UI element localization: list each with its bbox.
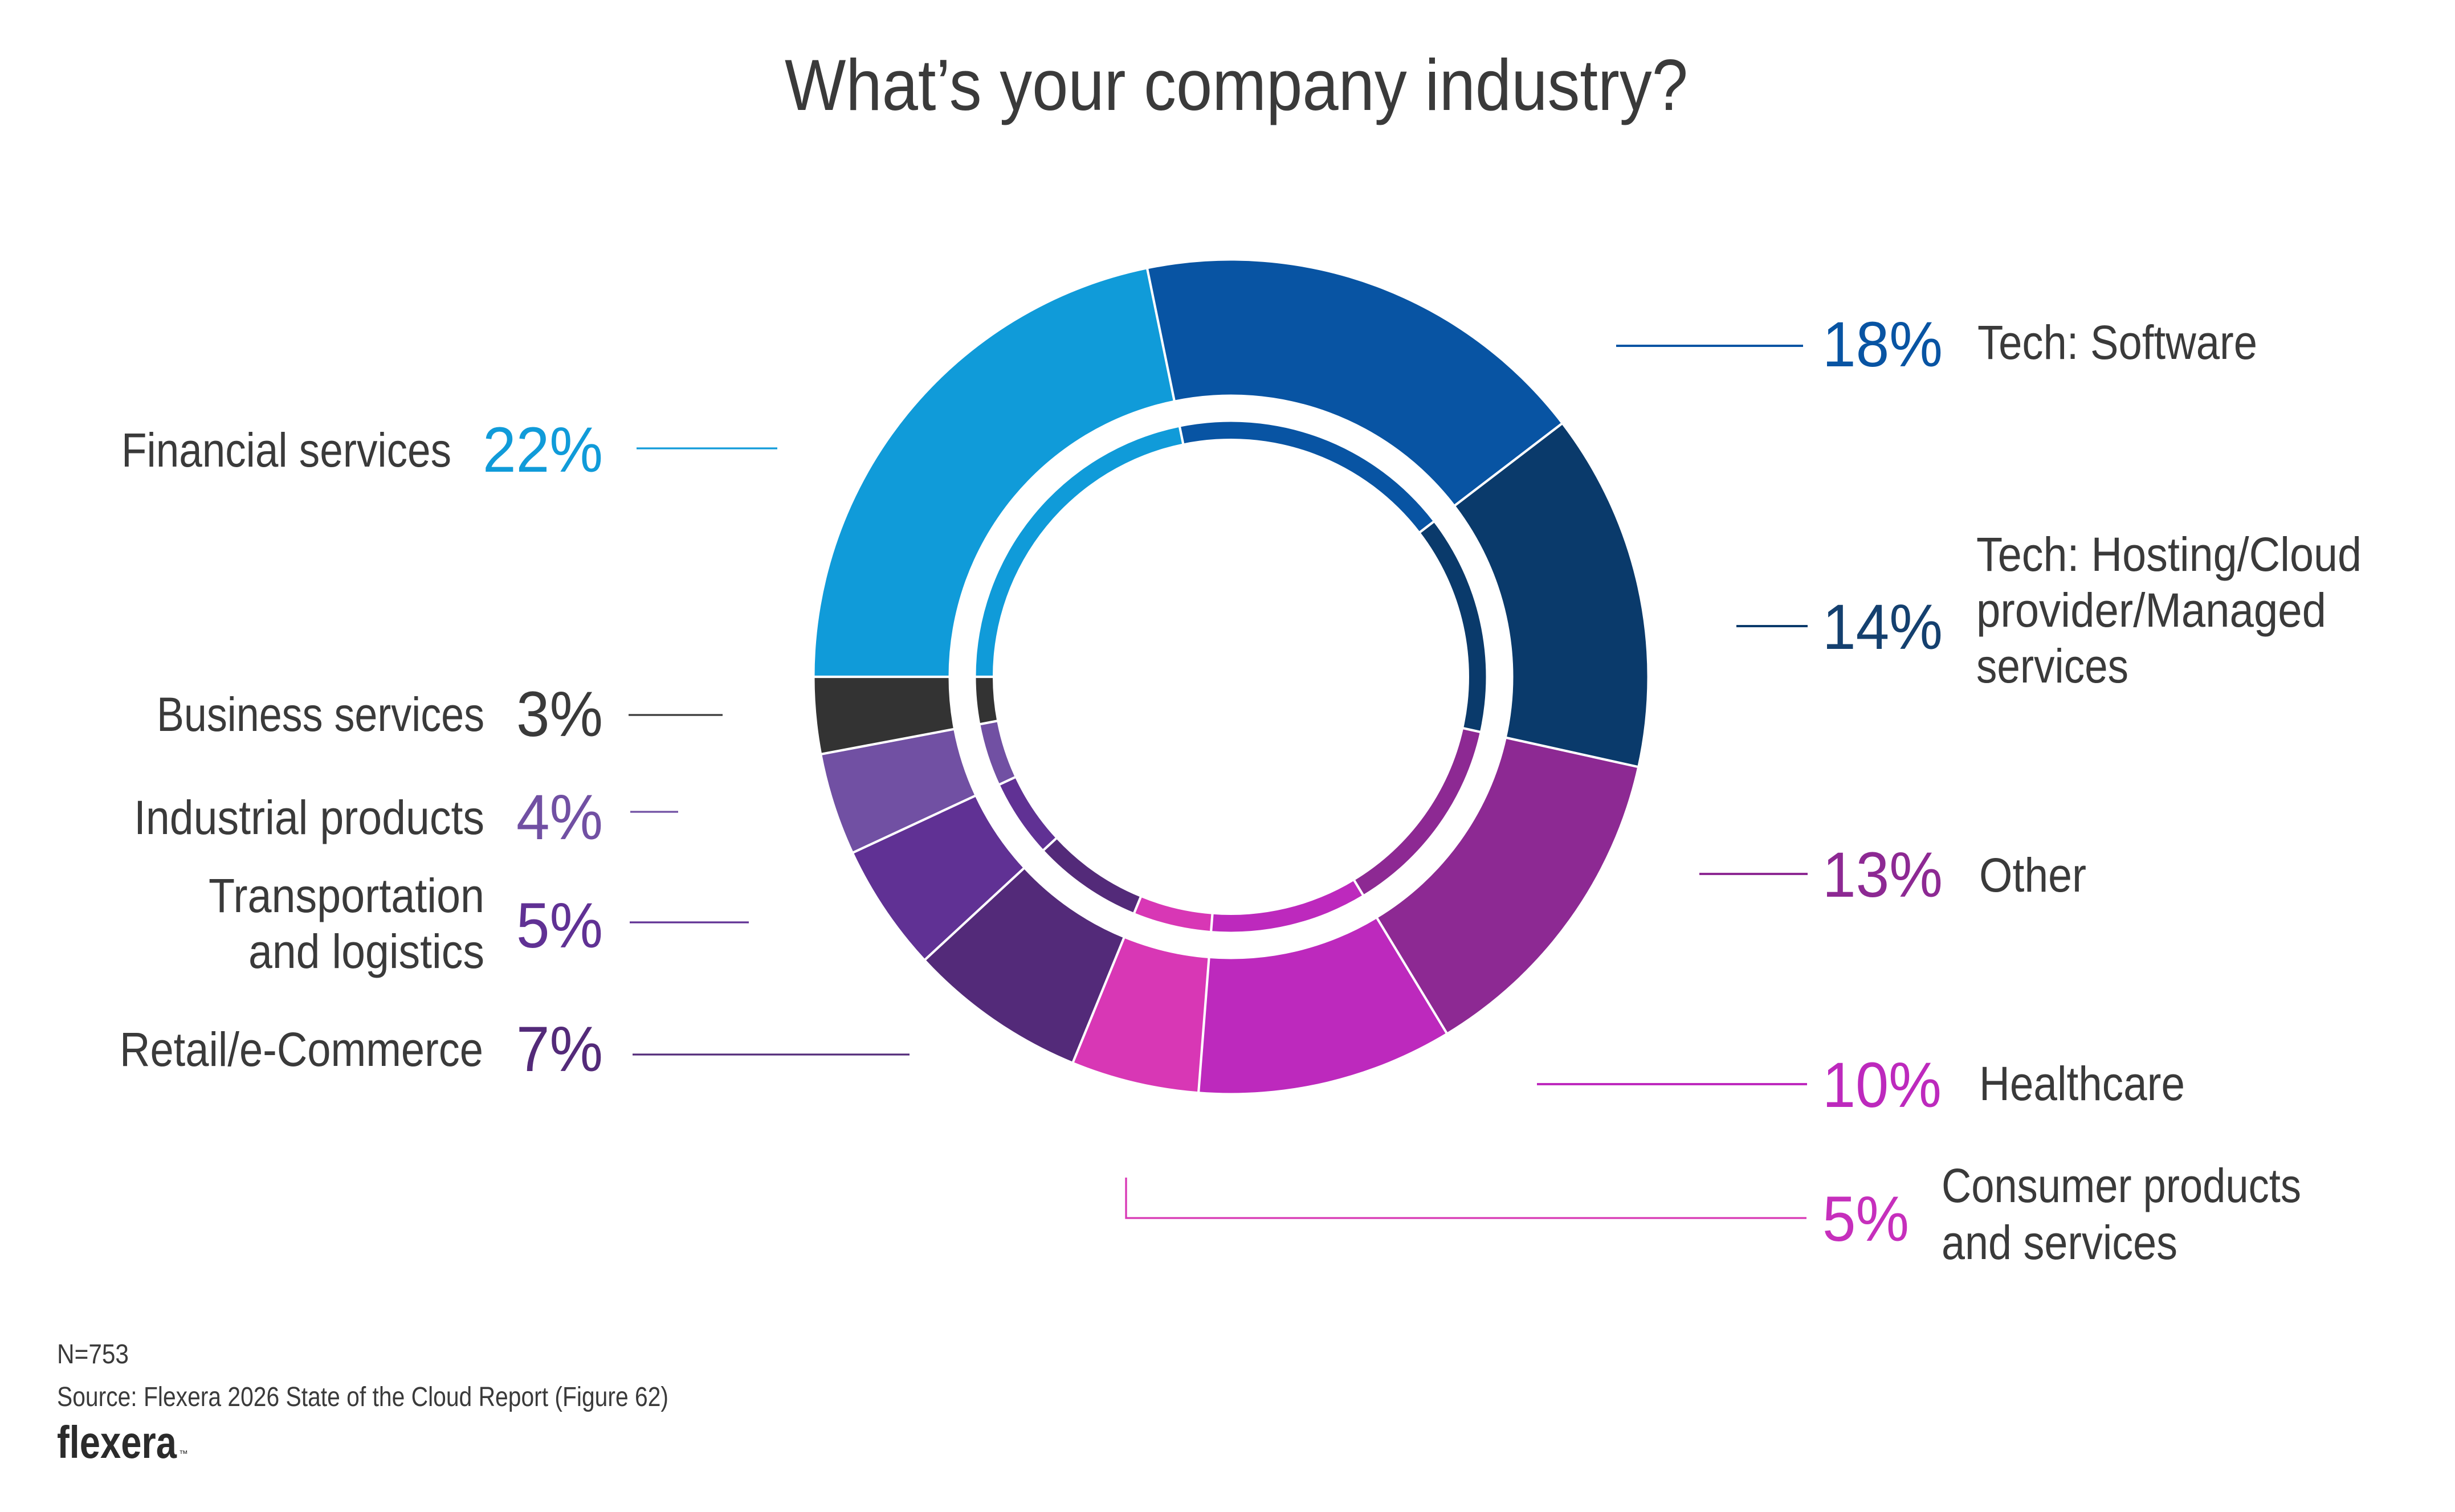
- svg-text:Business services: Business services: [157, 688, 484, 741]
- svg-text:N=753: N=753: [57, 1339, 129, 1370]
- svg-text:4%: 4%: [516, 782, 603, 853]
- svg-text:22%: 22%: [483, 414, 603, 485]
- svg-text:Other: Other: [1979, 848, 2086, 902]
- svg-text:flexera: flexera: [57, 1417, 177, 1468]
- svg-text:Consumer products: Consumer products: [1942, 1159, 2301, 1212]
- svg-text:provider/Managed: provider/Managed: [1976, 583, 2326, 637]
- svg-text:Retail/e-Commerce: Retail/e-Commerce: [120, 1023, 483, 1076]
- svg-text:Transportation: Transportation: [209, 869, 484, 922]
- svg-text:18%: 18%: [1822, 309, 1943, 380]
- svg-text:3%: 3%: [516, 679, 603, 750]
- svg-text:Tech: Software: Tech: Software: [1977, 316, 2257, 369]
- svg-text:7%: 7%: [516, 1014, 603, 1085]
- svg-text:13%: 13%: [1822, 839, 1943, 910]
- svg-text:14%: 14%: [1822, 591, 1943, 663]
- svg-text:Tech: Hosting/Cloud: Tech: Hosting/Cloud: [1976, 528, 2362, 581]
- svg-text:5%: 5%: [516, 890, 603, 961]
- svg-text:5%: 5%: [1822, 1183, 1909, 1254]
- svg-text:and logistics: and logistics: [248, 925, 484, 978]
- svg-text:services: services: [1976, 639, 2128, 693]
- svg-text:Source: Flexera 2026 State of: Source: Flexera 2026 State of the Cloud …: [57, 1382, 668, 1412]
- svg-text:Financial services: Financial services: [121, 423, 451, 477]
- svg-text:Industrial products: Industrial products: [134, 791, 484, 844]
- svg-text:™: ™: [179, 1449, 188, 1459]
- svg-text:10%: 10%: [1822, 1049, 1942, 1121]
- svg-text:Healthcare: Healthcare: [1979, 1057, 2185, 1110]
- svg-text:and services: and services: [1942, 1216, 2177, 1269]
- svg-text:What’s your company industry?: What’s your company industry?: [785, 44, 1688, 125]
